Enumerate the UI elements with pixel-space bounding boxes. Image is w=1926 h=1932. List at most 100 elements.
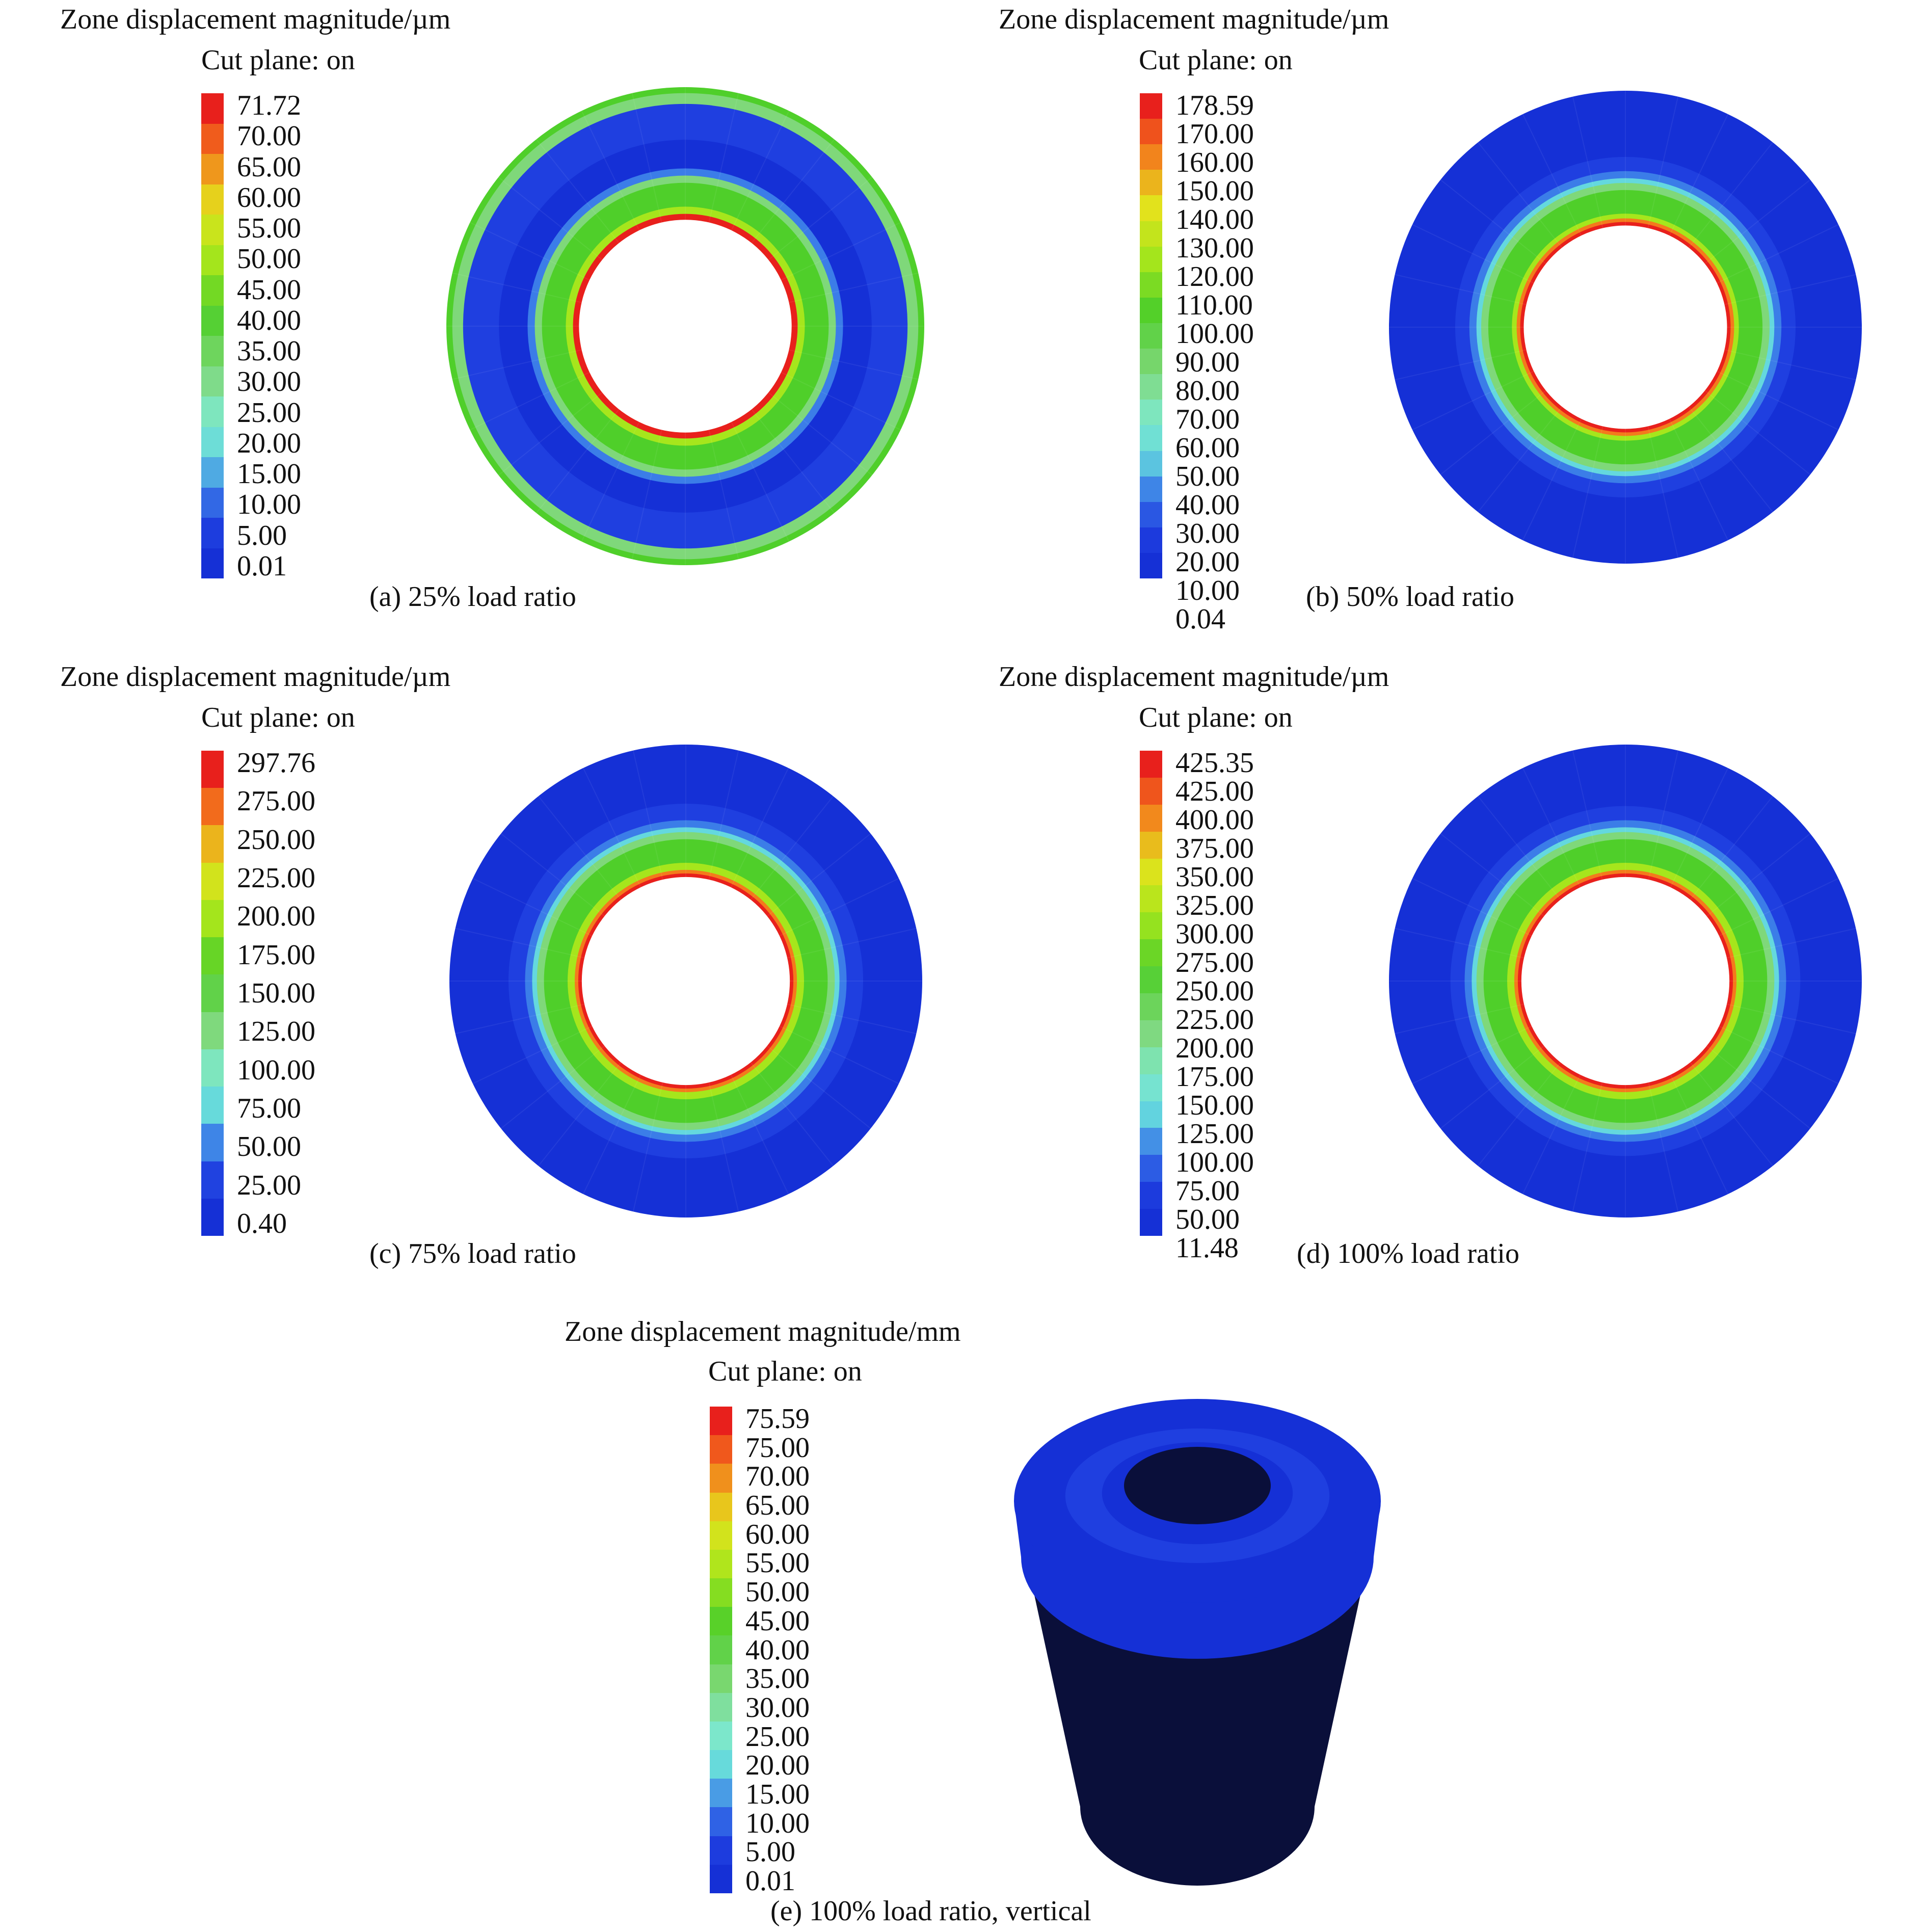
colorbar-label: 25.00 <box>237 1169 301 1201</box>
colorbar-swatch <box>1140 272 1162 298</box>
contour-rings <box>446 87 924 565</box>
mesh-line <box>781 372 901 431</box>
mesh-line <box>1395 274 1527 305</box>
colorbar-label: 325.00 <box>1175 890 1254 921</box>
mesh-line <box>472 878 593 937</box>
mesh-line <box>1440 1045 1545 1129</box>
colorbar-label: 20.00 <box>1175 546 1240 578</box>
colorbar-label: 75.00 <box>1175 1175 1240 1207</box>
colorbar-swatch <box>201 275 224 306</box>
colorbar-swatch <box>710 1492 732 1521</box>
mesh-line <box>455 928 585 959</box>
colorbar-swatch <box>1140 966 1162 994</box>
colorbar-label: 275.00 <box>237 785 315 817</box>
colorbar-swatch <box>1140 1182 1162 1209</box>
colorbar-label: 150.00 <box>237 977 315 1009</box>
colorbar-swatch <box>201 1198 224 1236</box>
colorbar-swatch <box>1140 221 1162 247</box>
colorbar <box>1140 93 1162 579</box>
colorbar-swatch <box>1140 885 1162 913</box>
mesh-line <box>1704 390 1811 475</box>
colorbar-swatch <box>1140 144 1162 170</box>
colorbar-label: 170.00 <box>1175 118 1254 150</box>
colorbar-swatch <box>201 1087 224 1124</box>
mesh-line <box>766 833 871 917</box>
colorbar-swatch <box>1140 939 1162 967</box>
colorbar-swatch <box>1140 119 1162 145</box>
mesh-line <box>730 1074 789 1195</box>
colorbar-swatch <box>201 548 224 578</box>
colorbar-swatch <box>201 1049 224 1087</box>
mesh-line <box>452 272 582 303</box>
mesh-line <box>1440 179 1546 264</box>
panel-b-contour-plot <box>1389 91 1862 564</box>
colorbar-label: 225.00 <box>1175 1004 1254 1036</box>
mesh-line <box>1719 1025 1839 1084</box>
colorbar-swatch <box>1140 993 1162 1020</box>
colorbar-swatch <box>1140 374 1162 400</box>
mesh-line <box>452 349 582 380</box>
panel-c-title: Zone displacement magnitude/µm <box>60 661 451 693</box>
colorbar-label: 0.01 <box>745 1865 795 1897</box>
colorbar-label: 5.00 <box>237 519 287 551</box>
mesh-line <box>1706 1045 1811 1129</box>
colorbar-swatch <box>710 1779 732 1808</box>
colorbar-label: 5.00 <box>745 1836 795 1868</box>
mesh-line <box>1719 878 1839 937</box>
colorbar-swatch <box>1140 831 1162 859</box>
colorbar-label: 175.00 <box>1175 1061 1254 1093</box>
mesh-line <box>582 1074 641 1195</box>
mesh-line <box>1395 928 1524 959</box>
contour-rings <box>1389 91 1862 564</box>
mesh-line <box>1690 1062 1774 1167</box>
mesh-line <box>751 409 835 514</box>
colorbar-label: 60.00 <box>745 1518 810 1550</box>
panel-d-title: Zone displacement magnitude/µm <box>999 661 1389 693</box>
colorbar-label: 71.72 <box>237 90 301 121</box>
mesh-line <box>1669 418 1729 541</box>
colorbar-label: 425.00 <box>1175 776 1254 807</box>
mesh-line <box>1522 418 1582 541</box>
mesh-line <box>1648 750 1679 880</box>
colorbar-label: 45.00 <box>745 1605 810 1637</box>
colorbar-swatch <box>201 366 224 396</box>
mesh-line <box>779 878 899 937</box>
colorbar-swatch <box>1140 297 1162 323</box>
colorbar-label: 35.00 <box>237 335 301 367</box>
colorbar-swatch <box>201 1012 224 1049</box>
colorbar-label: 10.00 <box>745 1807 810 1839</box>
colorbar-label: 200.00 <box>1175 1033 1254 1064</box>
colorbar-swatch <box>201 184 224 215</box>
mesh-line <box>1688 142 1774 248</box>
colorbar-label: 75.00 <box>237 1092 301 1124</box>
inner-hole <box>1521 877 1730 1086</box>
mesh-line <box>779 1025 899 1084</box>
mesh-line <box>1477 796 1561 901</box>
colorbar-label: 40.00 <box>237 304 301 336</box>
colorbar-label: 400.00 <box>1175 804 1254 836</box>
colorbar-swatch <box>710 1836 732 1865</box>
colorbar-swatch <box>710 1750 732 1779</box>
mesh-line <box>1440 390 1546 475</box>
colorbar-label: 425.35 <box>1175 747 1254 779</box>
mesh-line <box>1395 1003 1524 1035</box>
panel-e-subtitle: Cut plane: on <box>708 1356 862 1387</box>
mesh-line <box>1706 833 1811 917</box>
colorbar-label: 55.00 <box>237 213 301 245</box>
mesh-line <box>1724 349 1856 381</box>
colorbar-label: 150.00 <box>1175 1090 1254 1121</box>
colorbar-label: 11.48 <box>1175 1232 1239 1264</box>
colorbar-swatch <box>201 123 224 154</box>
mesh-line <box>768 392 873 476</box>
colorbar-label: 125.00 <box>237 1016 315 1048</box>
colorbar-label: 15.00 <box>237 458 301 490</box>
panel-e-legend: 75.59 75.00 70.00 65.00 60.00 55.00 50.00 45.00… <box>710 1405 863 1897</box>
mesh-line <box>536 139 620 244</box>
mesh-line <box>751 139 835 244</box>
colorbar-label: 30.00 <box>237 366 301 398</box>
colorbar-swatch <box>1140 1101 1162 1128</box>
colorbar-label: 60.00 <box>1175 432 1240 464</box>
colorbar-label: 178.59 <box>1175 90 1254 121</box>
mesh-line <box>1477 1062 1561 1167</box>
colorbar-swatch <box>201 825 224 863</box>
